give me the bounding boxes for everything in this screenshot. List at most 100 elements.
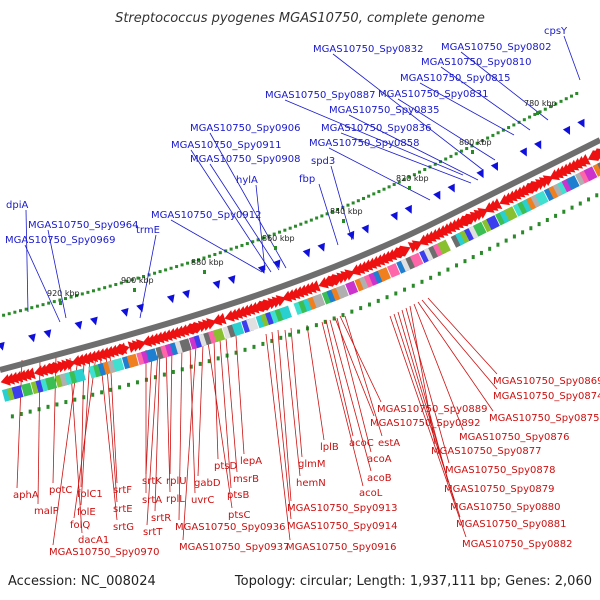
gene-label: folC1 — [77, 489, 103, 500]
feature-block — [11, 385, 24, 400]
track-dot — [80, 292, 84, 296]
strand-arrow — [490, 161, 498, 171]
gene-label: MGAS10750_Spy0875 — [489, 413, 599, 424]
track-dot — [213, 252, 217, 256]
track-dot — [261, 236, 265, 240]
callout-line — [109, 353, 118, 484]
track-dot — [376, 298, 380, 303]
callout-line — [421, 299, 498, 390]
track-dot — [545, 217, 549, 222]
strand-arrow — [257, 264, 266, 274]
gene-label: srtT — [143, 527, 163, 538]
lower-gene-labels: MGAS10750_Spy0869 MGAS10750_Spy0874 MGAS10… — [13, 376, 600, 558]
track-dot — [278, 230, 282, 234]
gene-arrow — [37, 364, 49, 376]
gene-label: MGAS10750_Spy0879 — [444, 484, 554, 495]
callout-line — [99, 353, 118, 521]
strand-arrow — [577, 118, 585, 128]
track-dot — [528, 115, 532, 119]
gene-label: MGAS10750_Spy0887 — [265, 90, 375, 101]
callout-line — [277, 329, 292, 502]
track-dot — [570, 205, 574, 210]
track-dot — [538, 110, 542, 114]
map-title: Streptococcus pyogenes MGAS10750, comple… — [115, 11, 485, 26]
callout-line — [24, 244, 61, 323]
gene-label: lepA — [240, 456, 262, 467]
callout-line — [413, 303, 464, 431]
gene-label: folE — [77, 507, 96, 518]
track-dot — [171, 369, 175, 374]
track-dot — [118, 385, 122, 390]
track-dot — [153, 271, 157, 275]
feature-block — [73, 368, 86, 383]
gene-arrow — [179, 324, 190, 336]
track-dot — [7, 312, 11, 316]
gene-label: ptsB — [227, 490, 249, 501]
track-dot — [58, 298, 62, 302]
kbp-tick-label: 800 kbp — [459, 138, 492, 147]
track-dot — [372, 192, 376, 196]
feature-block — [597, 162, 600, 170]
callout-line — [255, 184, 266, 271]
track-dot — [147, 273, 151, 277]
strand-arrow — [89, 316, 98, 326]
gene-arrow — [0, 374, 11, 386]
strand-arrow — [346, 230, 355, 240]
track-dot — [19, 412, 23, 417]
callout-line — [235, 335, 245, 455]
track-dot — [387, 185, 391, 189]
lower-callout-lines — [16, 297, 498, 546]
gene-label: MGAS10750_Spy0882 — [462, 539, 572, 550]
gene-label: trmE — [136, 225, 160, 236]
strand-arrow — [476, 169, 484, 179]
track-dot — [279, 335, 283, 340]
strand-arrow — [43, 329, 52, 339]
strand-arrow — [227, 275, 236, 284]
track-dot — [64, 400, 68, 405]
gene-label: MGAS10750_Spy0880 — [450, 502, 560, 513]
gene-label: cpsY — [544, 26, 568, 37]
track-dot — [491, 133, 495, 137]
track-dot — [304, 220, 308, 224]
gene-label: folQ — [70, 520, 90, 531]
feature-block — [279, 305, 292, 321]
callout-line — [397, 98, 496, 161]
callout-line — [47, 229, 67, 319]
track-dot — [480, 139, 484, 143]
gene-arrow — [592, 150, 600, 162]
gene-label: MGAS10750_Spy0969 — [5, 235, 115, 246]
track-dot — [142, 275, 146, 279]
track-dot — [479, 250, 483, 255]
track-dot — [570, 94, 574, 98]
track-dot — [575, 91, 579, 95]
gene-label: hemN — [296, 478, 326, 489]
gene-label: MGAS10750_Spy0906 — [190, 123, 300, 134]
gene-label: MGAS10750_Spy0831 — [378, 89, 488, 100]
track-dot — [402, 178, 406, 182]
track-dot — [28, 409, 32, 414]
callout-line — [306, 324, 325, 441]
track-dot — [153, 375, 157, 380]
gene-label: dacA1 — [78, 535, 109, 546]
callout-line — [393, 313, 461, 518]
track-dot — [463, 259, 467, 264]
track-dot — [293, 224, 297, 228]
feature-block — [583, 166, 598, 182]
gene-label: acoA — [367, 454, 392, 465]
track-dot — [164, 268, 168, 272]
track-dot — [243, 347, 247, 352]
track-dot — [125, 279, 129, 283]
gene-label: rplU — [166, 476, 187, 487]
feature-block — [486, 215, 500, 230]
track-dot — [529, 226, 533, 231]
track-dot — [24, 307, 28, 311]
feature-block — [592, 162, 600, 177]
track-dot — [512, 234, 516, 239]
gene-arrow — [119, 343, 130, 356]
track-dot — [418, 170, 422, 174]
track-dot — [229, 247, 233, 251]
strand-arrow — [562, 125, 571, 135]
track-dot — [521, 230, 525, 235]
track-dot — [75, 293, 79, 297]
gene-label: ptsC — [228, 510, 250, 521]
